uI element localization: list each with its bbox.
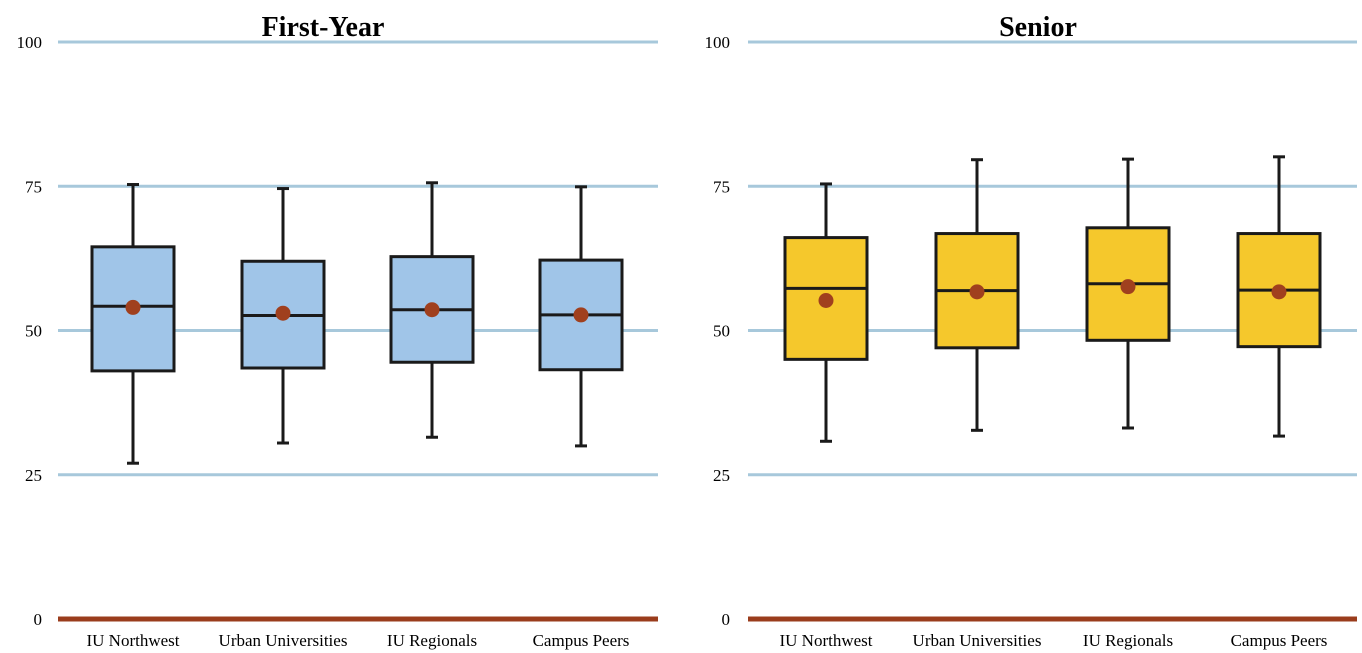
senior-y-tick-label: 75 (713, 177, 730, 196)
senior-x-category-label: IU Regionals (1083, 631, 1173, 650)
senior-y-tick-label: 50 (713, 322, 730, 341)
first-year-x-category-label: Urban Universities (219, 631, 348, 650)
first-year-y-tick-label: 25 (25, 466, 42, 485)
senior-mean-marker (818, 292, 834, 308)
senior-chart-title: Senior (999, 12, 1077, 43)
senior-x-category-label: IU Northwest (779, 631, 872, 650)
senior-mean-marker (969, 284, 985, 300)
first-year-mean-marker (424, 302, 440, 318)
senior-x-category-label: Urban Universities (913, 631, 1042, 650)
first-year-y-tick-label: 100 (17, 33, 43, 52)
senior-mean-marker (1120, 279, 1136, 295)
senior-x-category-label: Campus Peers (1231, 631, 1328, 650)
first-year-box-1 (90, 245, 176, 373)
first-year-mean-marker (573, 307, 589, 323)
senior-y-tick-label: 100 (705, 33, 731, 52)
first-year-y-tick-label: 0 (34, 610, 43, 629)
first-year-chart-title: First-Year (262, 12, 385, 43)
first-year-mean-marker (125, 299, 141, 315)
first-year-y-tick-label: 75 (25, 177, 42, 196)
first-year-y-tick-label: 50 (25, 322, 42, 341)
first-year-x-category-label: Campus Peers (533, 631, 630, 650)
senior-y-tick-label: 0 (722, 610, 731, 629)
senior-y-tick-label: 25 (713, 466, 730, 485)
first-year-mean-marker (275, 305, 291, 321)
first-year-x-category-label: IU Northwest (86, 631, 179, 650)
senior-mean-marker (1271, 284, 1287, 300)
first-year-x-category-label: IU Regionals (387, 631, 477, 650)
